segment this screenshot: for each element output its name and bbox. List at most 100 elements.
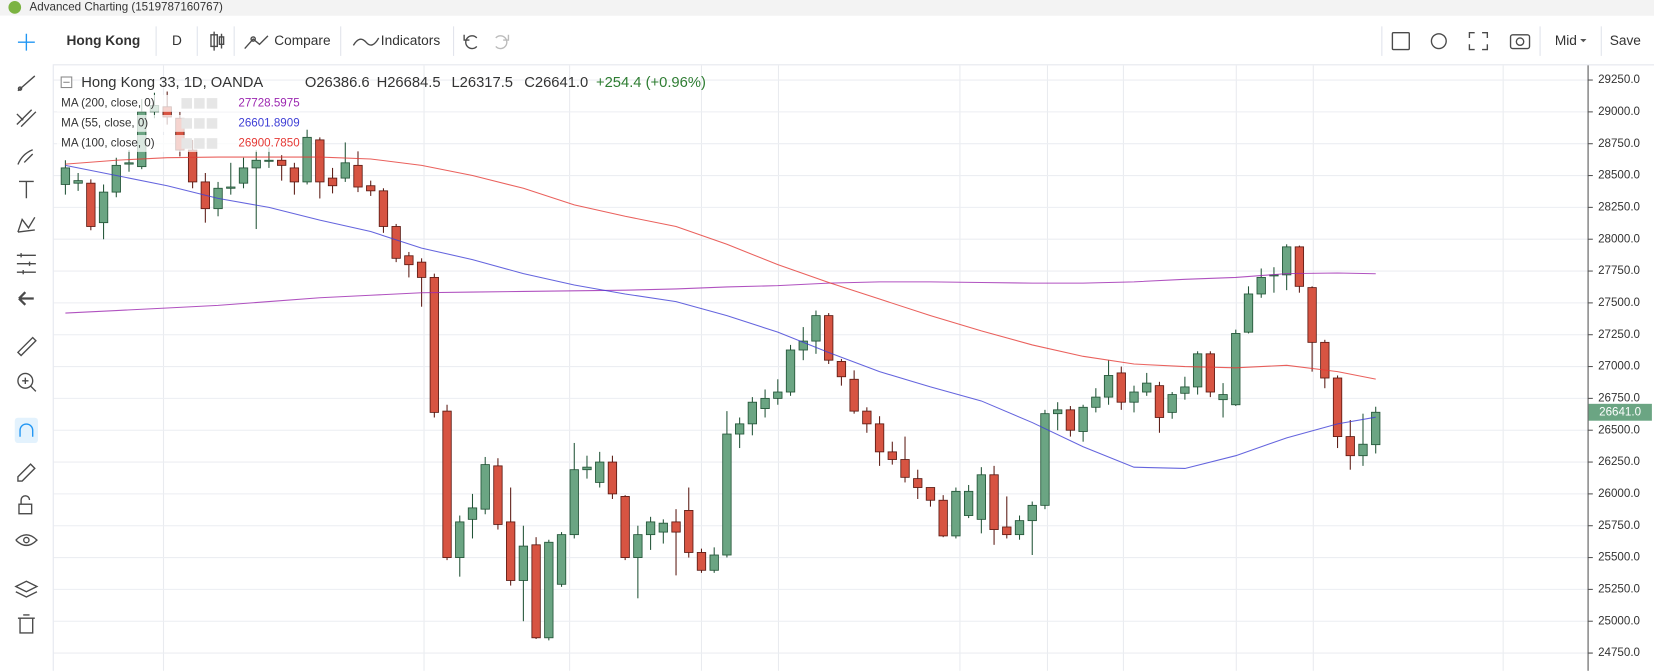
y-tick-label: 26500.0 <box>1598 423 1640 436</box>
candle-body <box>1294 246 1305 287</box>
candle-body <box>289 167 300 183</box>
candle-body <box>874 423 885 453</box>
candle-body <box>277 159 287 166</box>
candle-body <box>1256 276 1266 295</box>
indicator-control[interactable] <box>181 118 192 129</box>
symbol[interactable]: Hong Kong <box>66 33 140 48</box>
candle-body <box>1180 386 1190 394</box>
separators <box>155 26 1602 56</box>
y-tick-label: 27750.0 <box>1598 264 1640 277</box>
price-grid <box>53 79 1588 654</box>
y-tick-label: 26000.0 <box>1598 487 1640 500</box>
compare-button[interactable]: Compare <box>274 33 331 48</box>
candle-body <box>1282 246 1292 276</box>
candle-body <box>1320 341 1330 379</box>
indicator-legend-bg <box>56 114 300 132</box>
candle-body <box>1231 333 1241 406</box>
y-tick-label: 26750.0 <box>1598 391 1640 404</box>
ohlc-high: H26684.5 <box>377 75 441 91</box>
compare-icon[interactable] <box>244 35 269 49</box>
candle-body <box>98 191 109 224</box>
candle-body <box>1307 287 1317 343</box>
price-type[interactable]: Mid <box>1555 33 1577 48</box>
indicator-control[interactable] <box>194 138 205 149</box>
save-button[interactable]: Save <box>1610 33 1642 48</box>
indicator-name: MA (55, close, 0) <box>61 116 148 129</box>
candle-body <box>849 378 859 412</box>
candle-body <box>1142 382 1152 393</box>
title-bar <box>0 0 1654 16</box>
indicator-control[interactable] <box>181 98 192 109</box>
candle-body <box>1078 406 1088 432</box>
candle-body <box>1091 396 1101 408</box>
drawing-tools[interactable] <box>14 33 39 634</box>
candle-body <box>187 149 198 183</box>
last-price-tag <box>1588 403 1652 421</box>
candle-body <box>1027 504 1037 522</box>
candle-body <box>989 474 999 530</box>
candle-body <box>607 461 618 495</box>
candle-body <box>887 451 897 460</box>
candle-body <box>645 521 656 536</box>
price-axis: 24750.0 25000.0 25250.0 25500.0 25750.0 26000… <box>1587 73 1652 659</box>
candle-body <box>785 349 796 393</box>
layout-button[interactable] <box>1391 32 1410 51</box>
candle-body <box>1205 353 1215 393</box>
candle-body <box>684 510 694 553</box>
fullscreen-button[interactable] <box>1468 32 1489 51</box>
candle-body <box>416 261 427 278</box>
redo[interactable] <box>495 34 510 50</box>
interval[interactable]: D <box>172 33 182 48</box>
indicator-control[interactable] <box>194 118 205 129</box>
indicator-control[interactable] <box>206 118 218 129</box>
indicator-control[interactable] <box>181 138 192 149</box>
candle-body <box>315 139 325 183</box>
candle-body <box>696 552 707 571</box>
indicators-button[interactable]: Indicators <box>381 33 441 48</box>
candle-body <box>913 478 923 488</box>
candle-body <box>951 490 961 537</box>
candle-body <box>506 521 516 581</box>
candle-body <box>658 522 668 533</box>
candle-body <box>111 164 121 193</box>
y-tick-label: 28750.0 <box>1598 137 1640 150</box>
candle-body <box>1103 375 1114 398</box>
candle-body <box>251 159 261 169</box>
indicator-control[interactable] <box>206 138 218 149</box>
candle-body <box>73 180 83 184</box>
y-tick-label: 29250.0 <box>1598 73 1640 86</box>
candle-body <box>404 255 414 266</box>
candle-body <box>671 521 681 533</box>
candle-body <box>569 469 579 536</box>
candle-body <box>1002 526 1012 536</box>
y-tick-label: 27250.0 <box>1598 328 1640 341</box>
y-tick-label: 27000.0 <box>1598 360 1640 373</box>
candle-body <box>1129 391 1139 403</box>
y-tick-label: 28250.0 <box>1598 200 1640 213</box>
candle-body <box>811 315 821 342</box>
app-icon <box>8 1 22 14</box>
candle-body <box>976 474 986 520</box>
candle-body <box>493 465 503 525</box>
y-tick-label: 26250.0 <box>1598 455 1640 468</box>
candle-body <box>302 136 312 183</box>
indicator-legend-bg <box>56 135 300 152</box>
indicator-control[interactable] <box>206 98 218 109</box>
y-tick-label: 27500.0 <box>1598 296 1640 309</box>
candle-body <box>455 521 465 558</box>
candle-body <box>582 466 592 471</box>
dropdown-arrow <box>1580 39 1587 43</box>
settings-button[interactable] <box>1430 33 1447 50</box>
candle-body <box>264 159 274 162</box>
ohlc-close: C26641.0 <box>524 75 588 91</box>
candle-body <box>1371 411 1381 446</box>
indicators-icon[interactable] <box>352 37 380 46</box>
y-tick-label: 24750.0 <box>1598 646 1640 659</box>
candle-type-icon[interactable] <box>210 31 225 51</box>
candle-body <box>760 397 770 409</box>
indicator-control[interactable] <box>194 98 205 109</box>
undo[interactable] <box>463 34 478 50</box>
ohlc-low: L26317.5 <box>451 75 513 91</box>
screenshot-button[interactable] <box>1509 34 1531 50</box>
